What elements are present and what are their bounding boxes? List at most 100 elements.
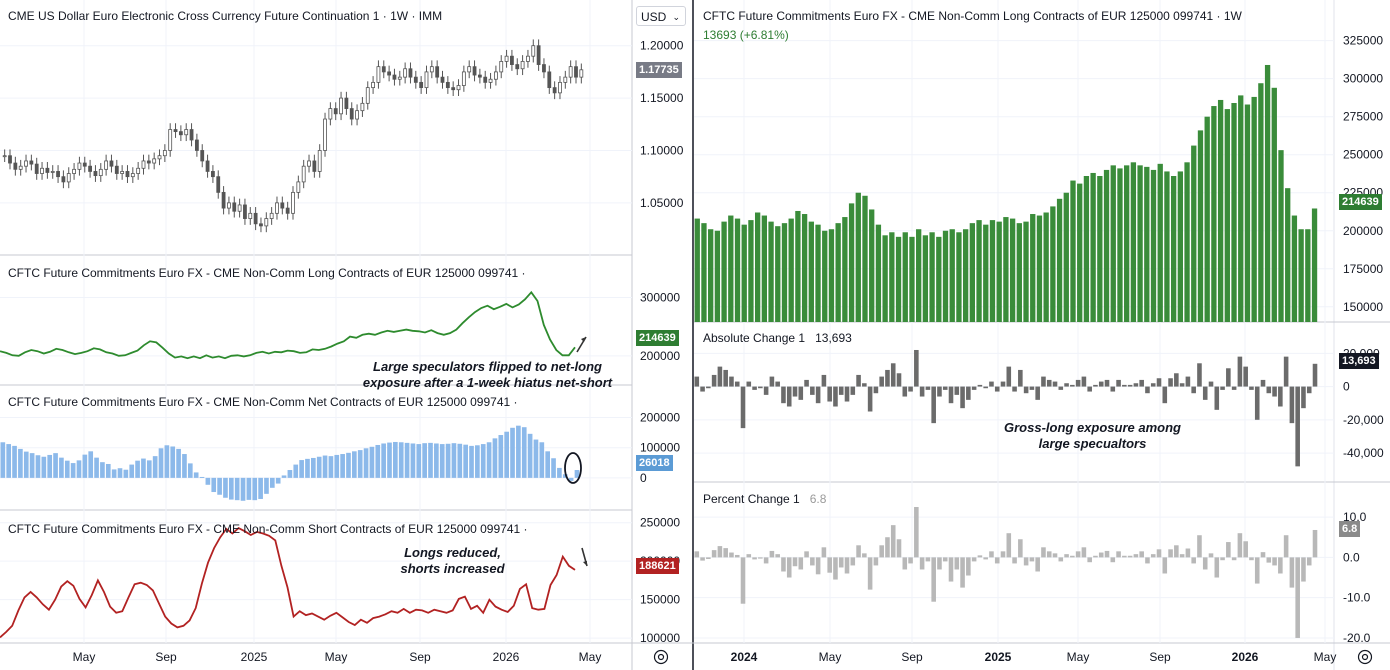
pct-axis-tick-label: -20.0 bbox=[1343, 631, 1371, 645]
annotation-circle bbox=[564, 452, 582, 484]
pct-bar bbox=[885, 537, 890, 558]
net-bar bbox=[492, 438, 498, 478]
pct-bar bbox=[908, 557, 913, 564]
abs-bar bbox=[711, 374, 717, 387]
abs-bar bbox=[1278, 386, 1283, 407]
price-candle bbox=[269, 212, 274, 219]
pct-bar bbox=[1139, 551, 1144, 558]
net-bar bbox=[545, 451, 551, 478]
main-bar bbox=[795, 210, 801, 322]
price-candle bbox=[227, 202, 231, 209]
pct-bar bbox=[1098, 552, 1104, 558]
main-bar bbox=[983, 224, 989, 322]
abs-bar bbox=[977, 384, 983, 387]
price-candle bbox=[152, 158, 157, 164]
main-bar bbox=[1110, 165, 1116, 322]
pct-bar bbox=[694, 551, 700, 558]
main-bar bbox=[1117, 168, 1123, 322]
abs-bar bbox=[908, 386, 913, 392]
price-candle bbox=[531, 45, 536, 57]
net-bar bbox=[187, 463, 193, 478]
pct-bar bbox=[856, 545, 861, 558]
price-candle bbox=[451, 87, 456, 91]
pct-bar bbox=[1220, 557, 1225, 561]
abs-bar bbox=[700, 386, 705, 392]
price-candle bbox=[477, 74, 482, 78]
x-tick-label: 2026 bbox=[1232, 650, 1259, 664]
main-bar bbox=[781, 223, 788, 322]
annotation-gross-long: Gross-long exposure among large specualt… bbox=[985, 420, 1200, 452]
main-axis-tick-label: 250000 bbox=[1343, 148, 1383, 162]
abs-bar bbox=[1301, 386, 1306, 409]
net-last-badge: 26018 bbox=[636, 455, 673, 471]
abs-bar bbox=[1127, 384, 1133, 387]
price-candle bbox=[77, 162, 82, 170]
abs-bar bbox=[1231, 386, 1237, 390]
main-bar bbox=[1137, 165, 1143, 322]
pct-bar bbox=[1243, 541, 1248, 558]
x-tick-label: 2025 bbox=[241, 650, 268, 664]
abs-bar bbox=[706, 386, 711, 389]
net-bar bbox=[252, 477, 258, 501]
pct-bar bbox=[1023, 557, 1029, 566]
net-bar bbox=[170, 446, 176, 478]
main-bar bbox=[848, 203, 855, 322]
price-candle bbox=[125, 171, 130, 178]
main-pane-title: CFTC Future Commitments Euro FX - CME No… bbox=[703, 9, 1242, 23]
abs-bar bbox=[937, 386, 942, 397]
price-candle bbox=[61, 176, 66, 183]
net-bar bbox=[82, 454, 88, 478]
net-bar bbox=[135, 460, 140, 478]
abs-bar bbox=[1312, 363, 1318, 387]
x-tick-label: Sep bbox=[155, 650, 177, 664]
price-candle bbox=[280, 202, 285, 209]
main-bar bbox=[1311, 208, 1318, 322]
abs-bar bbox=[1249, 386, 1254, 390]
abs-bar bbox=[1058, 386, 1064, 390]
price-candle bbox=[568, 66, 573, 78]
net-bar bbox=[527, 433, 533, 478]
x-tick-label: May bbox=[73, 650, 96, 664]
net-bar bbox=[29, 453, 35, 478]
net-bar bbox=[451, 443, 457, 478]
pct-bar bbox=[781, 557, 786, 572]
pct-bar bbox=[1058, 557, 1064, 562]
abs-pane-label: Absolute Change 1 bbox=[703, 331, 806, 345]
x-tick-label: May bbox=[1314, 650, 1337, 664]
pct-bar bbox=[1150, 554, 1156, 558]
pct-bar bbox=[1231, 557, 1237, 561]
main-bar bbox=[1231, 103, 1237, 322]
price-candle bbox=[189, 129, 194, 141]
pct-bar bbox=[769, 550, 775, 558]
net-bar bbox=[551, 458, 556, 478]
main-bar bbox=[989, 220, 996, 322]
net-bar bbox=[510, 427, 515, 478]
abs-bar bbox=[1168, 378, 1173, 387]
net-axis-tick-label: 100000 bbox=[640, 441, 680, 455]
abs-bar bbox=[1295, 386, 1300, 467]
currency-select[interactable]: USD ⌄ bbox=[636, 6, 686, 26]
net-bar bbox=[240, 477, 246, 501]
net-bar bbox=[199, 476, 205, 478]
pct-bar bbox=[954, 557, 960, 570]
pct-bar bbox=[1249, 557, 1254, 561]
main-bar bbox=[895, 236, 902, 322]
main-bar bbox=[869, 209, 875, 322]
annotation-gross-line2: large specualtors bbox=[1038, 436, 1147, 451]
main-bar bbox=[761, 215, 768, 322]
abs-bar bbox=[1000, 381, 1006, 387]
main-bar bbox=[1291, 215, 1298, 322]
price-candle bbox=[461, 71, 466, 86]
gear-icon[interactable] bbox=[1356, 648, 1374, 666]
pct-bar bbox=[1237, 533, 1243, 558]
gear-icon[interactable] bbox=[652, 648, 670, 666]
abs-bar bbox=[1104, 379, 1110, 387]
net-bar bbox=[129, 464, 135, 478]
price-candle bbox=[114, 165, 119, 174]
main-axis-tick-label: 150000 bbox=[1343, 300, 1383, 314]
net-bar bbox=[316, 456, 322, 478]
pct-bar bbox=[1145, 557, 1150, 564]
net-bar bbox=[88, 451, 94, 478]
main-bar bbox=[962, 229, 969, 322]
price-candle bbox=[456, 85, 461, 91]
